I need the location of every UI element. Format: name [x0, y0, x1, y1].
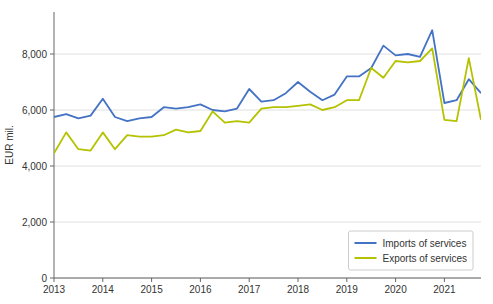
- y-axis-line: [54, 12, 55, 278]
- y-tick: [50, 166, 54, 167]
- x-tick: [151, 278, 152, 282]
- x-tick: [395, 278, 396, 282]
- grid-line: [54, 222, 481, 223]
- y-tick-label: 8,000: [22, 49, 47, 60]
- y-tick: [50, 54, 54, 55]
- x-tick-label: 2021: [433, 284, 456, 295]
- x-tick-label: 2017: [238, 284, 261, 295]
- x-tick-label: 2015: [140, 284, 163, 295]
- y-tick-label: 4,000: [22, 161, 47, 172]
- grid-line: [54, 278, 481, 279]
- legend-frame: [349, 231, 473, 270]
- x-tick-label: 2020: [384, 284, 407, 295]
- x-tick-label: 2014: [92, 284, 115, 295]
- y-axis-label: EUR mil.: [4, 125, 15, 164]
- background: [0, 0, 493, 304]
- plot-area: [54, 30, 481, 153]
- legend: Imports of services Exports of services: [349, 231, 473, 270]
- x-axis-line: [54, 278, 481, 279]
- series-line: [54, 48, 481, 153]
- y-tick: [50, 110, 54, 111]
- x-tick: [346, 278, 347, 282]
- x-tick-label: 2018: [287, 284, 310, 295]
- x-tick: [200, 278, 201, 282]
- x-tick: [444, 278, 445, 282]
- legend-swatch: [355, 242, 377, 244]
- x-tick: [54, 278, 55, 282]
- x-tick: [249, 278, 250, 282]
- x-tick-label: 2019: [336, 284, 359, 295]
- grid-line: [54, 54, 481, 55]
- y-tick: [50, 278, 54, 279]
- grid-line: [54, 166, 481, 167]
- grid: [54, 54, 481, 278]
- x-tick: [102, 278, 103, 282]
- x-tick-label: 2016: [189, 284, 212, 295]
- y-tick-label: 2,000: [22, 217, 47, 228]
- legend-label: Exports of services: [383, 253, 467, 264]
- x-tick: [298, 278, 299, 282]
- axes: 0 2,000 4,000 6,000 8,000 2013 2014 2015 2016 201…: [22, 12, 481, 295]
- y-tick-label: 0: [41, 273, 47, 284]
- legend-swatch: [355, 257, 377, 259]
- x-tick-label: 2013: [43, 284, 66, 295]
- legend-label: Imports of services: [383, 238, 467, 249]
- y-tick: [50, 222, 54, 223]
- grid-line: [54, 110, 481, 111]
- y-tick-label: 6,000: [22, 105, 47, 116]
- chart: 0 2,000 4,000 6,000 8,000 2013 2014 2015 2016 201…: [0, 0, 493, 304]
